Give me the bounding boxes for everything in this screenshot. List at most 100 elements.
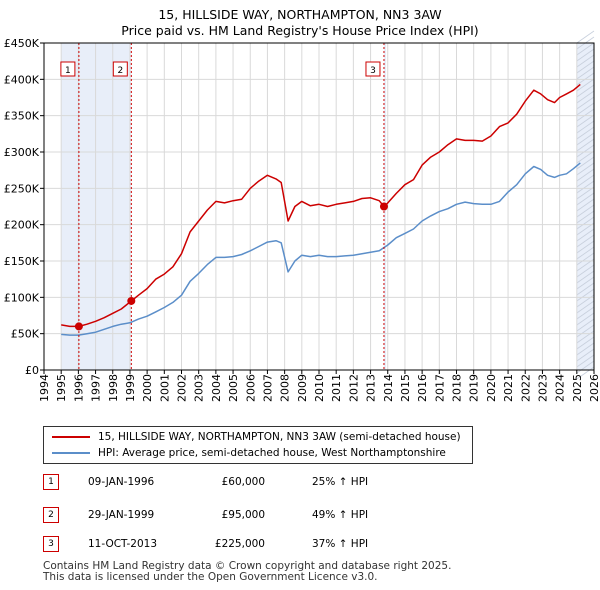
x-tick-label: 2014	[382, 374, 395, 402]
future-hatch	[576, 180, 595, 194]
future-hatch	[576, 210, 595, 224]
transaction-date: 09-JAN-1996	[88, 476, 155, 488]
x-tick-label: 2005	[227, 374, 240, 402]
legend-swatch-hpi	[52, 452, 90, 454]
y-tick-label: £250K	[4, 182, 40, 195]
future-hatch	[576, 150, 595, 164]
x-tick-label: 2008	[279, 374, 292, 402]
future-hatch	[576, 216, 595, 230]
transaction-price: £95,000	[221, 509, 265, 521]
x-tick-label: 2016	[416, 374, 429, 402]
future-hatch	[576, 366, 595, 380]
y-tick-label: £400K	[4, 73, 40, 86]
future-hatch	[576, 174, 595, 188]
x-tick-label: 2011	[330, 374, 343, 402]
footer-line-2: This data is licensed under the Open Gov…	[43, 571, 378, 583]
transaction-number-badge: 1	[43, 474, 59, 490]
x-tick-label: 2015	[399, 374, 412, 402]
house-price-chart: 1 2 3 £0 £50K £100K £150K £200K £250K £300K £350K…	[4, 30, 600, 402]
future-hatch	[576, 60, 595, 74]
x-tick-label: 2024	[554, 374, 567, 402]
y-tick-label: £300K	[4, 146, 40, 159]
x-tick-label: 2025	[571, 374, 584, 402]
future-hatch	[576, 354, 595, 368]
future-hatch	[576, 66, 595, 80]
future-hatch	[576, 264, 595, 278]
property-price-line	[61, 83, 581, 328]
future-hatch	[576, 288, 595, 302]
x-tick-label: 2013	[365, 374, 378, 402]
sale-marker-label: 3	[370, 66, 376, 76]
x-tick-label: 1999	[124, 374, 137, 402]
future-hatch	[576, 156, 595, 170]
future-hatch	[576, 96, 595, 110]
x-tick-label: 1998	[107, 374, 120, 402]
future-hatch	[576, 228, 595, 242]
future-hatch	[576, 30, 595, 44]
future-hatch	[576, 306, 595, 320]
future-hatch	[576, 132, 595, 146]
sale-point	[379, 202, 388, 211]
legend-swatch-property	[52, 436, 90, 438]
x-tick-label: 2026	[588, 374, 600, 402]
x-tick-label: 1997	[90, 374, 103, 402]
future-hatch	[576, 144, 595, 158]
transaction-hpi-change: 25% ↑ HPI	[312, 476, 369, 488]
future-hatch	[576, 192, 595, 206]
future-hatch	[576, 246, 595, 260]
sale-point	[74, 322, 83, 331]
y-tick-label: £150K	[4, 255, 40, 268]
sale-marker-box	[112, 61, 128, 77]
future-hatch	[576, 126, 595, 140]
x-tick-label: 1996	[72, 374, 85, 402]
shaded-period	[61, 43, 79, 370]
transaction-number-badge: 3	[43, 536, 59, 552]
transaction-date: 29-JAN-1999	[88, 509, 155, 521]
x-tick-label: 2012	[347, 374, 360, 402]
future-hatch	[576, 84, 595, 98]
y-tick-label: £100K	[4, 291, 40, 304]
future-hatch	[576, 186, 595, 200]
legend-item-hpi: HPI: Average price, semi-detached house,…	[52, 445, 446, 461]
transaction-row: 1 09-JAN-1996 £60,000 25% ↑ HPI	[0, 471, 560, 493]
x-tick-label: 2017	[433, 374, 446, 402]
future-hatch	[576, 54, 595, 68]
future-hatch	[576, 330, 595, 344]
future-hatch	[576, 282, 595, 296]
y-tick-label: £450K	[4, 37, 40, 50]
x-tick-label: 2007	[261, 374, 274, 402]
chart-title-line-1: 15, HILLSIDE WAY, NORTHAMPTON, NN3 3AW	[158, 7, 442, 22]
future-hatch	[576, 120, 595, 134]
y-tick-label: £0	[25, 364, 39, 377]
future-hatch	[576, 90, 595, 104]
future-hatch	[576, 168, 595, 182]
transaction-hpi-change: 37% ↑ HPI	[312, 538, 369, 550]
x-tick-label: 2020	[485, 374, 498, 402]
hpi-line	[61, 162, 581, 336]
x-tick-label: 2000	[141, 374, 154, 402]
shaded-period	[576, 43, 594, 370]
future-hatch	[576, 252, 595, 266]
footer-attribution: Contains HM Land Registry data © Crown c…	[43, 561, 451, 583]
footer-line-1: Contains HM Land Registry data © Crown c…	[43, 560, 452, 572]
sale-marker-box	[365, 61, 381, 77]
future-hatch	[576, 42, 595, 56]
legend-item-property: 15, HILLSIDE WAY, NORTHAMPTON, NN3 3AW (…	[52, 429, 461, 445]
x-tick-label: 2009	[296, 374, 309, 402]
x-tick-label: 2023	[536, 374, 549, 402]
future-hatch	[576, 342, 595, 356]
future-hatch	[576, 114, 595, 128]
y-tick-label: £350K	[4, 110, 40, 123]
transaction-price: £60,000	[221, 476, 265, 488]
x-tick-label: 1995	[55, 374, 68, 402]
transaction-date: 11-OCT-2013	[88, 538, 157, 550]
future-hatch	[576, 162, 595, 176]
future-hatch	[576, 102, 595, 116]
transaction-row: 2 29-JAN-1999 £95,000 49% ↑ HPI	[0, 504, 560, 526]
future-hatch	[576, 348, 595, 362]
future-hatch	[576, 300, 595, 314]
future-hatch	[576, 360, 595, 374]
future-hatch	[576, 108, 595, 122]
x-tick-label: 2019	[468, 374, 481, 402]
x-tick-label: 1994	[38, 374, 51, 402]
